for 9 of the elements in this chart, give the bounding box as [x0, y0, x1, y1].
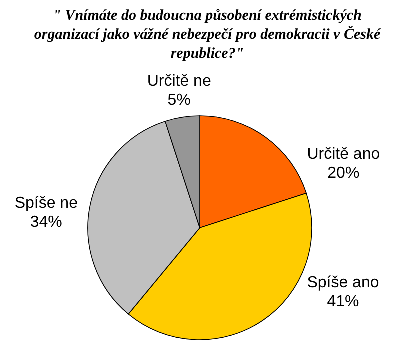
slice-label: Určitě ne [147, 73, 212, 90]
data-label: 20% [328, 165, 360, 182]
slice-label: Určitě ano [307, 146, 380, 164]
slice-label: Spíše ano [307, 274, 380, 292]
data-label: 41% [327, 294, 360, 311]
data-label: 34% [30, 214, 62, 232]
chart-title: " Vnímáte do budoucna působení extrémistických organizací jako vážné nebezpečí pro demokracii v České republice?" [34, 8, 382, 62]
slice-label: Spíše ne [14, 195, 78, 212]
data-label: 5% [168, 92, 191, 110]
